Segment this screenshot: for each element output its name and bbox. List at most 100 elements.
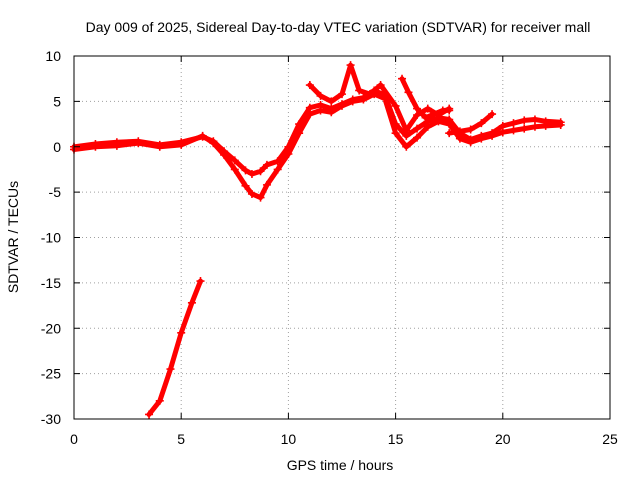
data-series <box>70 61 565 419</box>
data-point-marker <box>209 139 218 148</box>
data-point-marker <box>520 124 529 133</box>
y-tick-label: 0 <box>53 139 61 155</box>
data-point-marker <box>247 189 256 198</box>
y-tick-label: -25 <box>41 366 61 382</box>
data-point-marker <box>145 410 154 419</box>
x-tick-label: 0 <box>70 431 78 447</box>
data-point-marker <box>413 104 422 113</box>
data-point-marker <box>488 110 497 119</box>
data-point-marker <box>455 127 464 136</box>
x-tick-label: 25 <box>602 431 618 447</box>
data-point-marker <box>327 108 336 117</box>
series-track-6 <box>145 277 205 419</box>
data-point-marker <box>295 129 304 138</box>
data-point-marker <box>241 166 250 175</box>
data-point-marker <box>166 365 175 374</box>
series-track-5 <box>445 110 497 138</box>
data-point-marker <box>256 167 265 176</box>
data-point-marker <box>359 95 368 104</box>
data-point-marker <box>477 134 486 143</box>
data-point-marker <box>134 139 143 148</box>
y-tick-label: -5 <box>49 184 62 200</box>
y-tick-label: 5 <box>53 93 61 109</box>
series-track-3 <box>305 61 454 135</box>
data-point-marker <box>413 124 422 133</box>
x-tick-label: 10 <box>281 431 297 447</box>
x-tick-label: 15 <box>388 431 404 447</box>
data-point-marker <box>391 129 400 138</box>
data-point-marker <box>445 106 454 115</box>
data-point-marker <box>530 115 539 124</box>
data-point-marker <box>488 131 497 140</box>
data-point-marker <box>316 91 325 100</box>
y-axis-label: SDTVAR / TECUs <box>5 181 21 293</box>
data-point-marker <box>556 120 565 129</box>
data-point-marker <box>346 61 355 70</box>
data-point-marker <box>241 181 250 190</box>
data-point-marker <box>391 101 400 110</box>
data-point-marker <box>247 169 256 178</box>
data-point-marker <box>338 101 346 110</box>
x-tick-label: 20 <box>495 431 511 447</box>
data-point-marker <box>177 140 186 149</box>
series-track-2 <box>70 90 565 202</box>
data-point-marker <box>509 119 518 128</box>
data-point-marker <box>198 131 207 140</box>
data-point-marker <box>455 134 464 143</box>
data-point-marker <box>262 160 271 169</box>
data-point-marker <box>187 298 196 307</box>
y-tick-label: -20 <box>41 320 61 336</box>
data-point-marker <box>177 328 186 337</box>
data-point-marker <box>284 150 293 159</box>
data-point-marker <box>273 165 282 174</box>
data-point-marker <box>466 138 475 147</box>
data-point-marker <box>421 113 430 122</box>
y-tick-label: -15 <box>41 275 61 291</box>
data-point-marker <box>262 180 271 189</box>
data-point-marker <box>338 90 346 99</box>
chart-title: Day 009 of 2025, Sidereal Day-to-day VTE… <box>86 19 591 35</box>
data-point-marker <box>327 97 336 106</box>
data-point-marker <box>423 104 432 113</box>
data-point-marker <box>398 74 407 83</box>
data-point-marker <box>355 86 364 95</box>
data-point-marker <box>305 81 314 90</box>
axis-ticks: 0 5 10 15 20 25 -30 -25 -20 -15 -10 -5 0 5 10 <box>41 48 618 447</box>
data-point-marker <box>220 150 229 159</box>
data-point-marker <box>348 97 357 106</box>
data-point-marker <box>112 141 121 150</box>
data-point-marker <box>230 156 239 165</box>
data-point-marker <box>404 88 413 97</box>
data-point-marker <box>196 277 205 286</box>
data-point-marker <box>445 120 454 129</box>
data-point-marker <box>530 122 539 131</box>
data-point-marker <box>423 122 432 131</box>
data-point-marker <box>477 119 486 128</box>
y-tick-label: -30 <box>41 411 61 427</box>
data-point-marker <box>365 90 374 99</box>
data-point-marker <box>155 396 164 405</box>
series-track-4 <box>398 74 454 122</box>
data-point-marker <box>430 110 439 119</box>
x-tick-label: 5 <box>177 431 185 447</box>
data-point-marker <box>402 126 411 135</box>
y-tick-label: -10 <box>41 230 61 246</box>
data-point-marker <box>466 125 475 134</box>
data-point-marker <box>91 142 100 151</box>
data-point-marker <box>402 142 411 151</box>
data-point-marker <box>305 110 314 119</box>
data-point-marker <box>541 121 550 130</box>
data-point-marker <box>256 193 265 202</box>
data-point-marker <box>498 128 507 137</box>
data-point-marker <box>509 126 518 135</box>
y-tick-label: 10 <box>45 48 61 64</box>
data-point-marker <box>520 116 529 125</box>
data-point-marker <box>316 106 325 115</box>
data-point-marker <box>155 142 164 151</box>
x-axis-label: GPS time / hours <box>287 457 394 473</box>
series-trail <box>307 62 452 133</box>
data-point-marker <box>376 81 385 90</box>
data-point-marker <box>445 129 454 138</box>
